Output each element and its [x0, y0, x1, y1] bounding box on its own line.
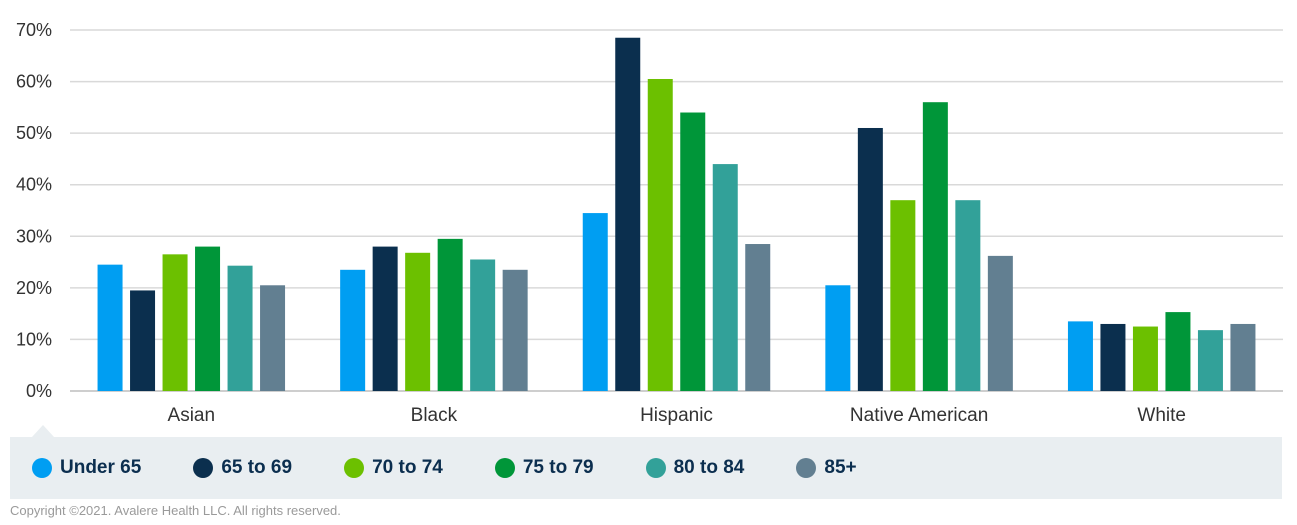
bar [1132, 326, 1158, 391]
x-tick-label: Hispanic [640, 405, 713, 426]
bar [470, 259, 496, 391]
legend: Under 65 65 to 69 70 to 74 75 to 79 80 to 84… [10, 437, 1282, 499]
bar [647, 78, 673, 391]
legend-swatch [193, 458, 214, 478]
bars [97, 37, 1256, 391]
x-tick-label: Asian [168, 405, 216, 426]
bar [405, 252, 431, 391]
bar [130, 290, 156, 391]
bar [857, 127, 883, 391]
bar [922, 102, 948, 391]
bar-chart: 0% 10% 20% 30% 40% 50% 60% 70% Asian Black Hispan… [16, 20, 1283, 426]
x-axis: Asian Black Hispanic Native American White [168, 405, 1186, 426]
bar [260, 285, 286, 391]
bar [340, 269, 366, 391]
legend-item: 75 to 79 [494, 457, 594, 479]
legend-item: 85+ [796, 457, 857, 479]
y-tick-label: 10% [16, 329, 52, 349]
bar [987, 255, 1013, 391]
bar [825, 285, 851, 391]
bar [437, 238, 463, 391]
bar [1230, 323, 1256, 391]
bar [372, 246, 398, 391]
y-axis: 0% 10% 20% 30% 40% 50% 60% 70% [16, 20, 52, 401]
x-tick-label: Black [411, 405, 458, 426]
legend-label: 75 to 79 [522, 457, 594, 478]
bar [890, 200, 916, 391]
legend-pointer [32, 425, 54, 437]
bar [1067, 321, 1093, 391]
y-tick-label: 60% [16, 72, 52, 92]
bar [680, 112, 706, 391]
legend-swatch [796, 458, 817, 478]
y-tick-label: 20% [16, 278, 52, 298]
bar [1197, 330, 1223, 391]
bar [1100, 323, 1126, 391]
legend-item: 65 to 69 [193, 457, 292, 479]
legend-item: Under 65 [32, 457, 141, 479]
x-tick-label: White [1137, 405, 1186, 426]
legend-label: 80 to 84 [673, 457, 745, 478]
y-tick-label: 70% [16, 20, 52, 40]
legend-swatch [494, 458, 515, 478]
legend-swatch [645, 458, 666, 478]
legend-label: 85+ [824, 457, 857, 478]
bar [955, 200, 981, 391]
bar [615, 37, 641, 391]
y-tick-label: 0% [26, 381, 52, 401]
bar [162, 254, 188, 391]
bar [195, 246, 221, 391]
bar [227, 265, 253, 391]
legend-swatch [344, 458, 365, 478]
bar [502, 269, 528, 391]
legend-item: 70 to 74 [344, 457, 443, 479]
legend-label: 70 to 74 [372, 457, 443, 478]
y-tick-label: 30% [16, 226, 52, 246]
y-tick-label: 50% [16, 123, 52, 143]
legend-label: 65 to 69 [221, 457, 293, 478]
y-tick-label: 40% [16, 175, 52, 195]
legend-item: 80 to 84 [645, 457, 745, 479]
bar [712, 164, 738, 391]
legend-label: Under 65 [60, 457, 142, 478]
bar [97, 264, 123, 391]
bar [745, 244, 771, 391]
x-tick-label: Native American [850, 405, 988, 426]
copyright-text: Copyright ©2021. Avalere Health LLC. All… [10, 503, 341, 518]
legend-swatch [32, 458, 52, 478]
bar [1165, 312, 1191, 391]
bar [582, 213, 608, 391]
legend-list: Under 65 65 to 69 70 to 74 75 to 79 80 to 84… [32, 437, 909, 499]
